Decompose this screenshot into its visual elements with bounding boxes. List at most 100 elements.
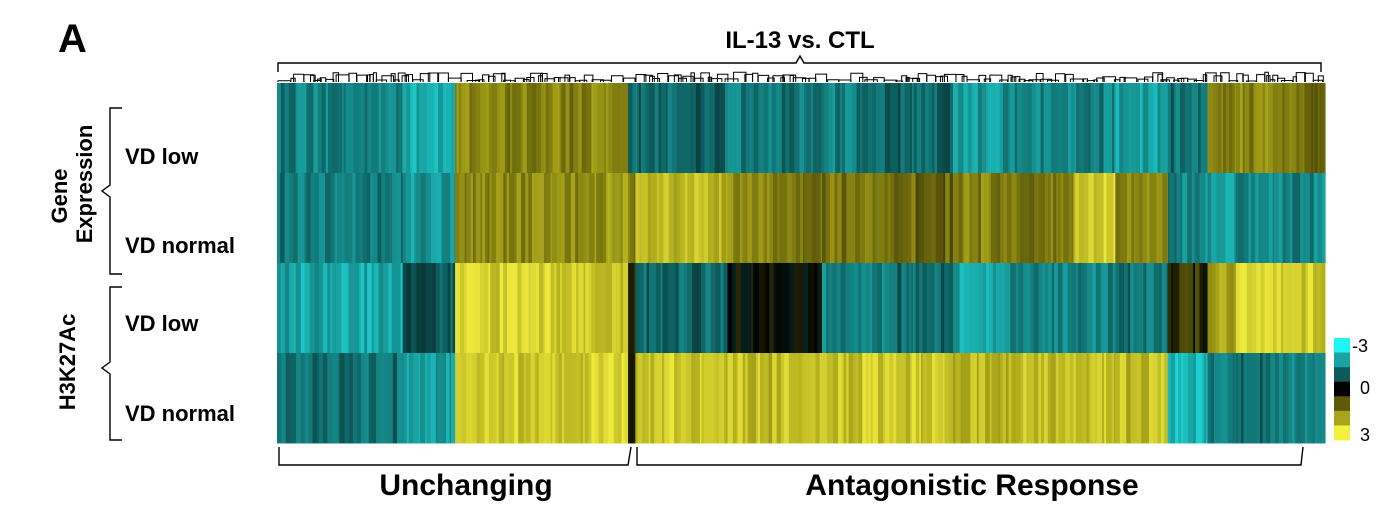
- heatmap-stripe: [700, 83, 705, 174]
- dendrogram-branch: [522, 79, 530, 82]
- heatmap-stripe: [327, 173, 331, 264]
- dendrogram-branch: [372, 72, 377, 82]
- heatmap-stripe: [584, 353, 589, 444]
- heatmap-stripe: [541, 83, 544, 174]
- heatmap-stripe: [1243, 353, 1248, 444]
- heatmap-stripe: [808, 353, 813, 444]
- heatmap-stripe: [375, 83, 379, 174]
- heatmap-stripe: [1235, 353, 1238, 444]
- heatmap-stripe: [443, 353, 447, 444]
- heatmap-stripe: [721, 173, 726, 264]
- heatmap-stripe: [992, 263, 996, 354]
- heatmap-stripe: [521, 173, 526, 264]
- heatmap-stripe: [799, 83, 804, 174]
- heatmap-stripe: [769, 173, 773, 264]
- dendrogram-branch: [1228, 80, 1239, 82]
- heatmap-stripe: [861, 263, 867, 354]
- heatmap-stripe: [613, 353, 618, 444]
- heatmap-stripe: [495, 263, 500, 354]
- heatmap-stripe: [637, 83, 640, 174]
- heatmap-stripe: [835, 83, 841, 174]
- dendrogram-branch: [983, 78, 992, 82]
- dendrogram-branch: [757, 74, 770, 82]
- heatmap-stripe: [1166, 263, 1168, 354]
- heatmap-stripe: [872, 83, 876, 174]
- heatmap-stripe: [1316, 263, 1321, 354]
- dendrogram-branch: [1193, 80, 1205, 82]
- heatmap-stripe: [982, 263, 986, 354]
- heatmap-stripe: [853, 353, 857, 444]
- heatmap-stripe: [1017, 83, 1023, 174]
- dendrogram-branch: [912, 78, 921, 82]
- heatmap-stripe: [1000, 353, 1003, 444]
- dendrogram-branch: [1246, 80, 1257, 82]
- heatmap-stripe: [506, 263, 512, 354]
- heatmap-stripe: [720, 263, 724, 354]
- heatmap-stripe: [1044, 353, 1048, 444]
- heatmap-stripe: [1029, 263, 1034, 354]
- heatmap-stripe: [630, 353, 634, 444]
- heatmap-stripe: [1273, 263, 1277, 354]
- heatmap-stripe: [353, 83, 359, 174]
- heatmap-stripe: [1113, 173, 1116, 264]
- heatmap-stripe: [1068, 173, 1072, 264]
- heatmap-stripe: [1248, 173, 1251, 264]
- heatmap-stripe: [374, 263, 379, 354]
- heatmap-stripe: [850, 173, 856, 264]
- heatmap-stripe: [741, 83, 747, 174]
- heatmap-stripe: [890, 83, 896, 174]
- heatmap-stripe: [410, 83, 413, 174]
- heatmap-stripe: [1222, 263, 1227, 354]
- heatmap-stripe: [400, 263, 403, 354]
- heatmap-stripe: [594, 173, 597, 264]
- heatmap-stripe: [724, 353, 726, 444]
- heatmap-stripe: [480, 83, 486, 174]
- heatmap-stripe: [536, 83, 542, 174]
- heatmap-stripe: [1317, 353, 1323, 444]
- heatmap-row-2: [277, 263, 1326, 354]
- heatmap-stripe: [853, 263, 859, 354]
- heatmap-stripe: [963, 353, 968, 444]
- heatmap-stripe: [495, 173, 500, 264]
- heatmap-stripe: [964, 173, 970, 264]
- heatmap-stripe: [1283, 173, 1286, 264]
- heatmap-stripe: [1240, 83, 1243, 174]
- heatmap-stripe: [952, 83, 953, 174]
- heatmap-stripe: [550, 353, 553, 444]
- dendrogram-branch: [277, 80, 292, 82]
- heatmap-stripe: [1268, 173, 1273, 264]
- heatmap-stripe: [1174, 173, 1177, 264]
- heatmap-stripe: [780, 263, 786, 354]
- heatmap-stripe: [1145, 83, 1149, 174]
- heatmap-stripe: [360, 83, 365, 174]
- heatmap-stripe: [1038, 353, 1042, 444]
- heatmap-stripe: [1075, 353, 1080, 444]
- heatmap-stripe: [789, 263, 794, 354]
- dendrogram-branch: [966, 79, 980, 82]
- dendrogram-branch: [583, 74, 594, 82]
- dendrogram-branch: [1065, 73, 1074, 82]
- heatmap-stripe: [715, 263, 721, 354]
- heatmap-stripe: [330, 263, 333, 354]
- legend-tick-max: 3: [1360, 425, 1370, 445]
- heatmap-stripe: [572, 353, 577, 444]
- heatmap-stripe: [1057, 263, 1063, 354]
- heatmap-stripe: [948, 263, 952, 354]
- heatmap-stripe: [967, 353, 971, 444]
- heatmap-stripe: [1076, 83, 1079, 174]
- heatmap-stripe: [1119, 353, 1123, 444]
- heatmap-stripe: [918, 173, 925, 264]
- row-group-label-gene-expression-line2: Expression: [72, 125, 97, 244]
- heatmap-stripe: [954, 83, 959, 174]
- heatmap-stripe: [1264, 263, 1270, 354]
- column-group-label-antagonistic: Antagonistic Response: [805, 469, 1138, 502]
- dendrogram-branch: [460, 72, 473, 82]
- heatmap-stripe: [620, 173, 623, 264]
- heatmap-stripe: [355, 263, 360, 354]
- heatmap-stripe: [594, 353, 599, 444]
- heatmap-stripe: [1188, 263, 1194, 354]
- heatmap-stripe: [903, 173, 908, 264]
- heatmap-stripe: [1289, 173, 1293, 264]
- heatmap-stripe: [564, 173, 569, 264]
- dendrogram-branch: [1256, 74, 1266, 82]
